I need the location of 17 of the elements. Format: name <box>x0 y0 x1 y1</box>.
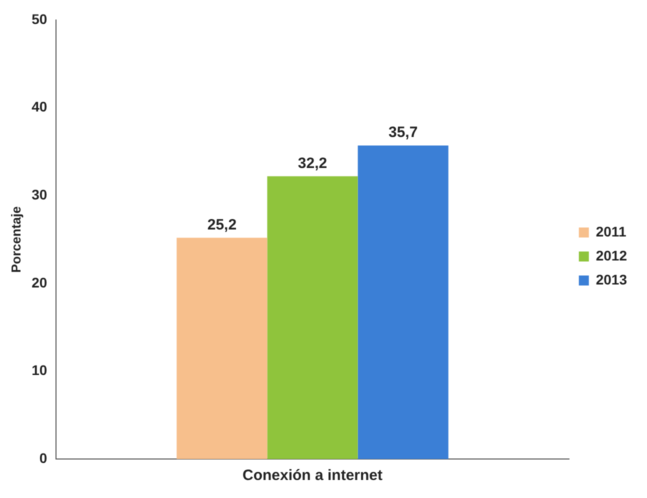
y-tick-label: 0 <box>39 450 48 466</box>
bar <box>267 176 358 459</box>
y-tick-label: 40 <box>32 98 48 115</box>
legend-label: 2011 <box>596 223 626 240</box>
y-axis-title: Porcentaje <box>8 206 24 273</box>
legend-label: 2013 <box>596 271 628 288</box>
y-tick-label: 10 <box>32 362 48 378</box>
y-tick-label: 30 <box>32 186 48 202</box>
data-label: 32,2 <box>298 154 328 172</box>
y-tick-label: 20 <box>32 274 48 290</box>
bar <box>358 146 448 459</box>
y-tick-label: 50 <box>32 10 48 27</box>
data-label: 35,7 <box>388 124 418 142</box>
legend-label: 2012 <box>596 247 628 264</box>
bar <box>176 238 268 459</box>
x-tick-label: Conexión a internet <box>242 467 383 484</box>
data-label: 25,2 <box>207 216 237 234</box>
